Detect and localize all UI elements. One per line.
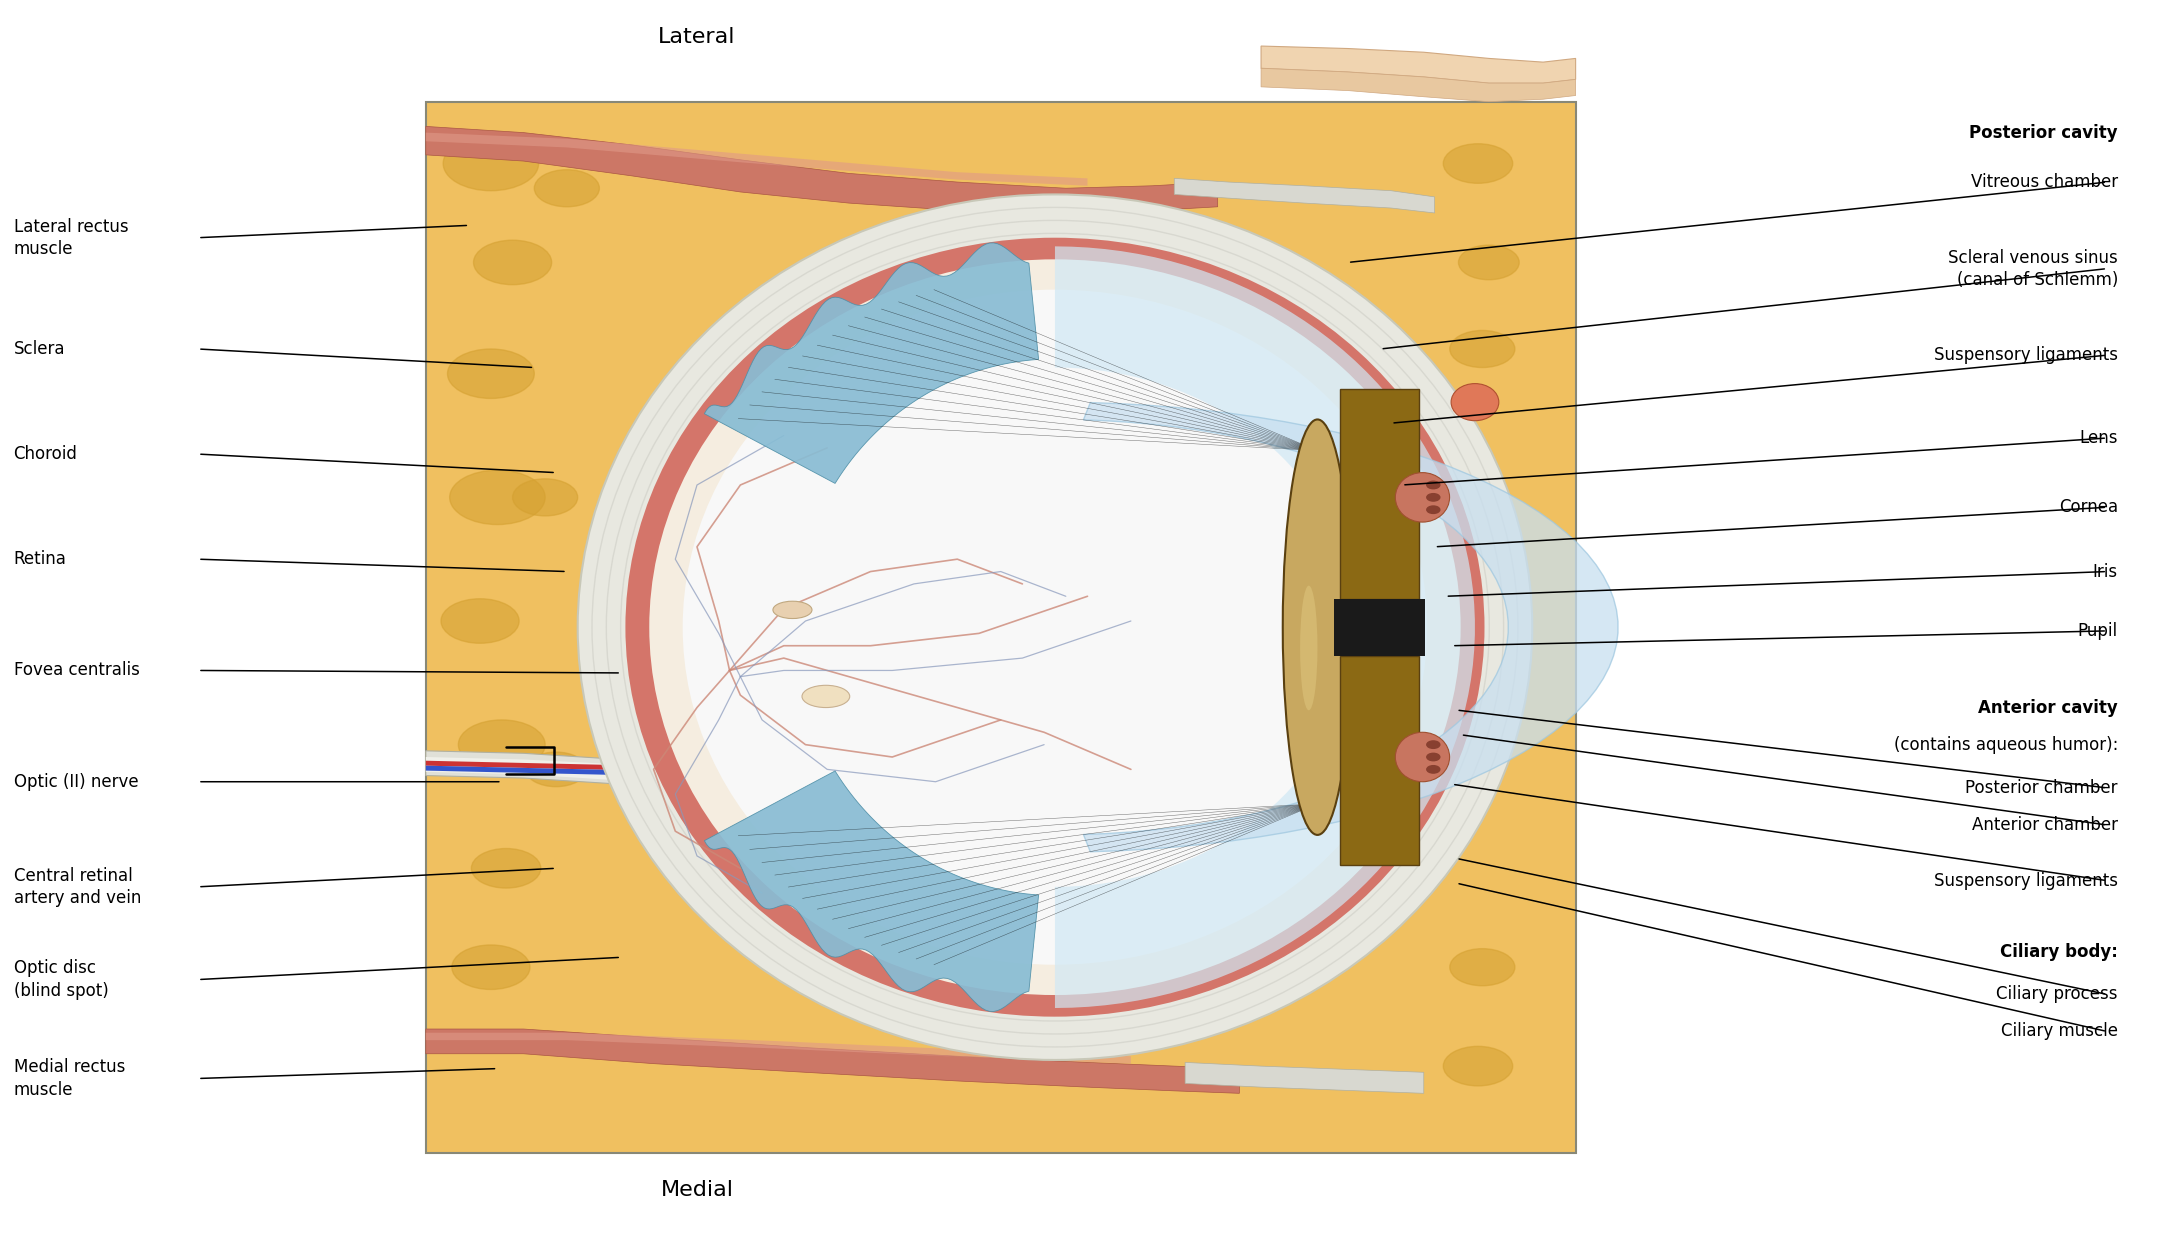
Text: Posterior cavity: Posterior cavity [1968, 124, 2118, 142]
Ellipse shape [1301, 586, 1318, 710]
Polygon shape [1333, 599, 1425, 656]
Text: Ciliary process: Ciliary process [1997, 985, 2118, 1004]
Polygon shape [1262, 46, 1575, 83]
Circle shape [1451, 949, 1514, 986]
Polygon shape [1083, 402, 1618, 852]
Text: Medial rectus
muscle: Medial rectus muscle [13, 1058, 124, 1099]
Circle shape [1427, 493, 1440, 501]
Circle shape [513, 479, 579, 515]
Circle shape [442, 599, 520, 643]
Text: Optic (II) nerve: Optic (II) nerve [13, 773, 139, 791]
Text: Pupil: Pupil [2077, 622, 2118, 640]
Polygon shape [426, 751, 779, 796]
Circle shape [474, 240, 552, 284]
Polygon shape [1340, 389, 1418, 599]
Polygon shape [426, 127, 1218, 212]
Text: Vitreous chamber: Vitreous chamber [1971, 173, 2118, 191]
Circle shape [1427, 482, 1440, 488]
Ellipse shape [1396, 733, 1449, 781]
Text: Ciliary body:: Ciliary body: [2001, 944, 2118, 961]
Circle shape [1427, 505, 1440, 513]
Text: Suspensory ligaments: Suspensory ligaments [1934, 347, 2118, 364]
Circle shape [1451, 330, 1514, 368]
FancyBboxPatch shape [426, 102, 1575, 1153]
Text: Retina: Retina [13, 550, 67, 568]
Polygon shape [426, 1033, 1131, 1063]
Ellipse shape [803, 686, 850, 708]
Circle shape [1444, 144, 1512, 184]
Polygon shape [426, 765, 696, 776]
Text: Cornea: Cornea [2060, 498, 2118, 517]
Ellipse shape [626, 237, 1486, 1017]
Circle shape [452, 945, 531, 990]
Circle shape [1459, 245, 1518, 279]
Ellipse shape [579, 195, 1531, 1059]
Polygon shape [1185, 1062, 1425, 1093]
Polygon shape [705, 771, 1040, 1011]
Polygon shape [426, 1030, 1240, 1093]
Text: Anterior cavity: Anterior cavity [1979, 698, 2118, 717]
Circle shape [450, 471, 546, 524]
Circle shape [1427, 754, 1440, 760]
Ellipse shape [683, 289, 1427, 965]
Circle shape [444, 137, 539, 191]
Text: Lens: Lens [2079, 428, 2118, 447]
Ellipse shape [1451, 384, 1499, 421]
Text: Scleral venous sinus
(canal of Schlemm): Scleral venous sinus (canal of Schlemm) [1949, 248, 2118, 288]
Circle shape [448, 349, 535, 399]
Text: Fovea centralis: Fovea centralis [13, 662, 139, 679]
Circle shape [535, 170, 600, 206]
Text: Lateral: Lateral [659, 27, 735, 47]
Text: (contains aqueous humor):: (contains aqueous humor): [1894, 735, 2118, 754]
Circle shape [472, 848, 542, 888]
Polygon shape [1340, 656, 1418, 866]
Ellipse shape [1396, 473, 1449, 522]
Circle shape [1427, 765, 1440, 773]
Text: Ciliary muscle: Ciliary muscle [2001, 1022, 2118, 1041]
Ellipse shape [650, 260, 1462, 995]
Text: Choroid: Choroid [13, 445, 78, 463]
Text: Central retinal
artery and vein: Central retinal artery and vein [13, 867, 141, 907]
Polygon shape [1262, 68, 1575, 102]
Text: Medial: Medial [661, 1180, 733, 1200]
Ellipse shape [1283, 420, 1353, 835]
Polygon shape [1174, 179, 1436, 212]
Text: Sclera: Sclera [13, 340, 65, 358]
Circle shape [526, 753, 587, 786]
Polygon shape [426, 133, 1088, 186]
Polygon shape [426, 758, 718, 786]
Circle shape [459, 720, 546, 769]
Circle shape [1444, 1046, 1512, 1086]
Polygon shape [1055, 246, 1475, 1009]
Text: Lateral rectus
muscle: Lateral rectus muscle [13, 217, 128, 258]
Circle shape [1427, 741, 1440, 749]
Polygon shape [426, 760, 696, 771]
Text: Optic disc
(blind spot): Optic disc (blind spot) [13, 960, 109, 1000]
Text: Suspensory ligaments: Suspensory ligaments [1934, 872, 2118, 889]
Polygon shape [705, 243, 1040, 483]
Text: Anterior chamber: Anterior chamber [1973, 816, 2118, 835]
Text: Posterior chamber: Posterior chamber [1966, 779, 2118, 797]
Ellipse shape [772, 601, 811, 619]
Text: Iris: Iris [2092, 563, 2118, 580]
